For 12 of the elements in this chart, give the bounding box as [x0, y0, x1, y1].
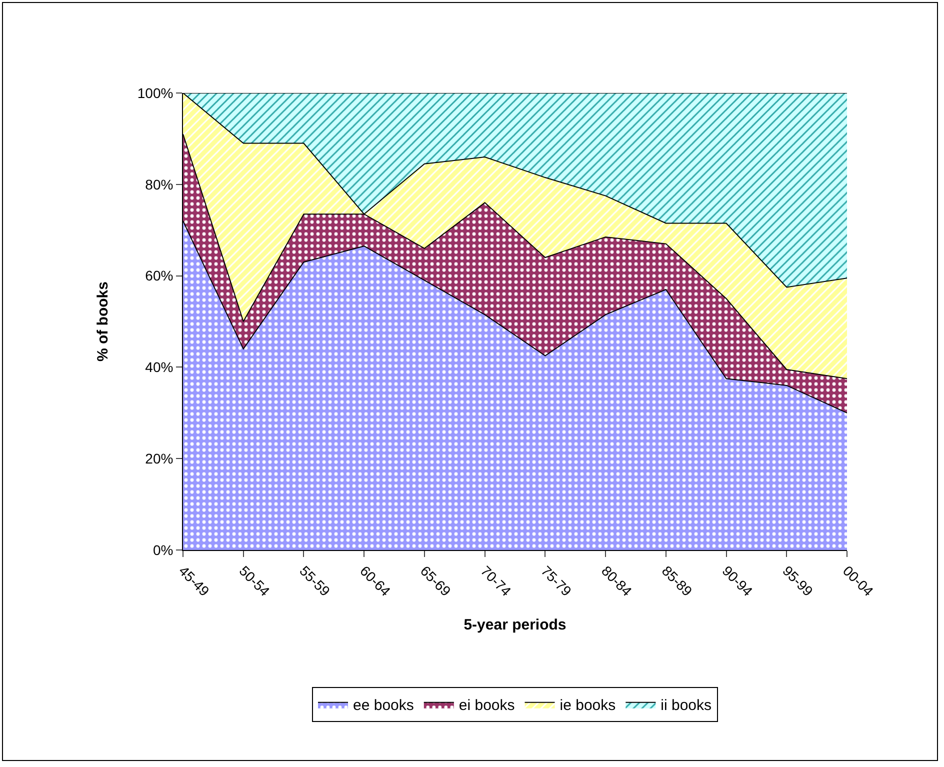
y-tick-label: 60%	[145, 268, 174, 284]
legend-label: ie books	[560, 697, 616, 714]
y-tick-label: 80%	[145, 176, 174, 192]
y-tick-label: 0%	[152, 542, 174, 558]
y-tick-label: 100%	[137, 84, 174, 101]
legend-label: ee books	[353, 697, 414, 714]
legend-label: ii books	[660, 697, 712, 714]
legend-label: ei books	[458, 697, 515, 714]
x-axis-title: 5-year periods	[464, 616, 566, 634]
y-tick-label: 20%	[145, 450, 174, 466]
y-axis-title: % of books	[94, 281, 112, 362]
y-tick-label: 40%	[145, 359, 174, 376]
